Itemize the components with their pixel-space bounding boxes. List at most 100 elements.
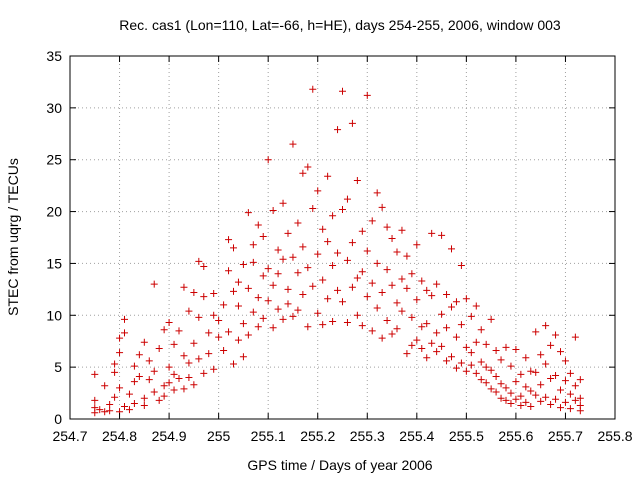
- data-point: [423, 354, 431, 362]
- data-point: [547, 375, 555, 383]
- data-point: [457, 321, 465, 329]
- data-point: [517, 402, 525, 410]
- data-point: [190, 381, 198, 389]
- x-tick-label: 255.1: [251, 428, 286, 444]
- data-point: [210, 290, 218, 298]
- data-point: [388, 330, 396, 338]
- data-point: [522, 398, 530, 406]
- data-point: [566, 405, 574, 413]
- data-point: [180, 385, 188, 393]
- data-point: [190, 339, 198, 347]
- data-point: [284, 285, 292, 293]
- data-point: [497, 356, 505, 364]
- data-point: [165, 379, 173, 387]
- data-point: [304, 163, 312, 171]
- data-point: [220, 347, 228, 355]
- data-point: [215, 333, 223, 341]
- data-point: [135, 351, 143, 359]
- data-point: [106, 407, 114, 415]
- data-point: [522, 354, 530, 362]
- data-point: [274, 270, 282, 278]
- data-point: [140, 394, 148, 402]
- data-point: [130, 399, 138, 407]
- data-point: [566, 390, 574, 398]
- data-point: [383, 266, 391, 274]
- data-point: [517, 392, 525, 400]
- data-point: [358, 227, 366, 235]
- data-point: [542, 393, 550, 401]
- data-point: [289, 140, 297, 148]
- data-point: [91, 396, 99, 404]
- data-point: [343, 195, 351, 203]
- data-point: [477, 376, 485, 384]
- data-point: [334, 286, 342, 294]
- data-point: [309, 204, 317, 212]
- x-tick-label: 255.3: [350, 428, 385, 444]
- data-point: [116, 384, 124, 392]
- data-point: [348, 239, 356, 247]
- data-point: [462, 367, 470, 375]
- data-point: [517, 370, 525, 378]
- data-point: [200, 263, 208, 271]
- axis-ticks: [69, 55, 616, 420]
- data-point: [239, 320, 247, 328]
- data-point: [299, 243, 307, 251]
- data-point: [254, 221, 262, 229]
- data-point: [205, 329, 213, 337]
- data-point: [571, 382, 579, 390]
- data-point: [334, 126, 342, 134]
- data-point: [373, 259, 381, 267]
- data-point: [249, 308, 257, 316]
- data-point: [254, 323, 262, 331]
- data-point: [552, 331, 560, 339]
- data-point: [452, 298, 460, 306]
- data-point: [215, 316, 223, 324]
- data-point: [353, 274, 361, 282]
- data-point: [185, 359, 193, 367]
- data-point: [249, 241, 257, 249]
- x-tick-label: 255.8: [597, 428, 632, 444]
- data-point: [383, 316, 391, 324]
- data-point: [329, 262, 337, 270]
- data-point: [507, 362, 515, 370]
- data-point: [304, 323, 312, 331]
- data-point: [552, 371, 560, 379]
- data-point: [363, 293, 371, 301]
- y-tick-label: 35: [46, 48, 62, 64]
- x-tick-label: 255: [207, 428, 231, 444]
- data-point: [111, 368, 119, 376]
- y-tick-label: 15: [46, 255, 62, 271]
- data-point: [477, 326, 485, 334]
- y-tick-labels: 0 5 10 15 20 25 30 35: [46, 48, 62, 427]
- data-point: [185, 307, 193, 315]
- data-point: [334, 249, 342, 257]
- data-point: [299, 291, 307, 299]
- data-point: [537, 381, 545, 389]
- data-point: [452, 333, 460, 341]
- grid-lines: [70, 56, 615, 419]
- data-point: [140, 338, 148, 346]
- data-point: [358, 322, 366, 330]
- data-point: [353, 176, 361, 184]
- data-point: [309, 282, 317, 290]
- data-point: [438, 342, 446, 350]
- data-point: [532, 328, 540, 336]
- data-point: [170, 386, 178, 394]
- data-point: [175, 375, 183, 383]
- data-point: [125, 390, 133, 398]
- data-point: [487, 385, 495, 393]
- data-point: [408, 313, 416, 321]
- data-point: [363, 247, 371, 255]
- data-point: [91, 370, 99, 378]
- data-point: [482, 379, 490, 387]
- data-point: [497, 380, 505, 388]
- data-point: [314, 250, 322, 258]
- data-point: [418, 277, 426, 285]
- data-point: [259, 232, 267, 240]
- data-point: [329, 212, 337, 220]
- data-point: [368, 217, 376, 225]
- data-point: [561, 398, 569, 406]
- data-point: [220, 301, 228, 309]
- data-point: [106, 400, 114, 408]
- data-point: [527, 403, 535, 411]
